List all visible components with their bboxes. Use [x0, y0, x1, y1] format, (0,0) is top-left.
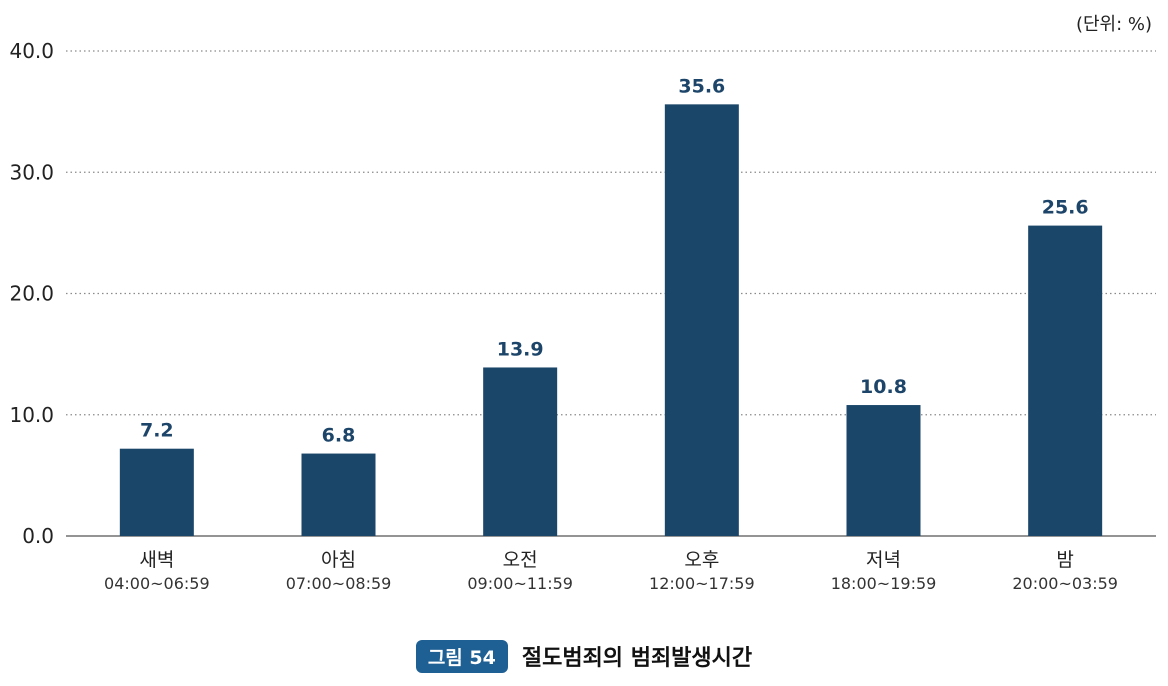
x-tick-sublabel: 04:00~06:59 — [104, 574, 210, 593]
x-tick-sublabel: 18:00~19:59 — [831, 574, 937, 593]
bar — [846, 405, 921, 536]
data-label: 7.2 — [140, 420, 174, 442]
bar — [483, 367, 558, 536]
x-tick-sublabel: 12:00~17:59 — [649, 574, 755, 593]
bar — [119, 448, 194, 536]
data-label: 13.9 — [497, 338, 544, 360]
x-tick-label: 오후 — [684, 549, 719, 571]
x-tick-label: 밤 — [1056, 549, 1073, 571]
bar — [301, 453, 376, 536]
figure-title: 절도범죄의 범죄발생시간 — [521, 646, 753, 671]
data-label: 6.8 — [322, 425, 356, 447]
y-tick-label: 10.0 — [9, 403, 54, 427]
figure-caption: 그림 54 절도범죄의 범죄발생시간 — [0, 638, 1168, 674]
x-tick-sublabel: 09:00~11:59 — [467, 574, 573, 593]
y-tick-label: 40.0 — [9, 39, 54, 63]
x-tick-label: 아침 — [321, 549, 356, 571]
data-label: 25.6 — [1042, 197, 1089, 219]
unit-label: (단위: %) — [1075, 14, 1152, 35]
x-tick-label: 저녁 — [866, 549, 901, 571]
bar — [664, 104, 739, 536]
data-label: 10.8 — [860, 376, 907, 398]
y-tick-label: 20.0 — [9, 282, 54, 306]
x-tick-sublabel: 07:00~08:59 — [286, 574, 392, 593]
bar — [1028, 225, 1103, 536]
x-tick-label: 새벽 — [139, 549, 174, 571]
y-tick-label: 30.0 — [9, 160, 54, 184]
figure-number-badge: 그림 54 — [415, 639, 508, 673]
data-label: 35.6 — [678, 75, 725, 97]
x-tick-label: 오전 — [503, 549, 538, 571]
y-tick-label: 0.0 — [22, 524, 54, 548]
x-tick-sublabel: 20:00~03:59 — [1012, 574, 1118, 593]
